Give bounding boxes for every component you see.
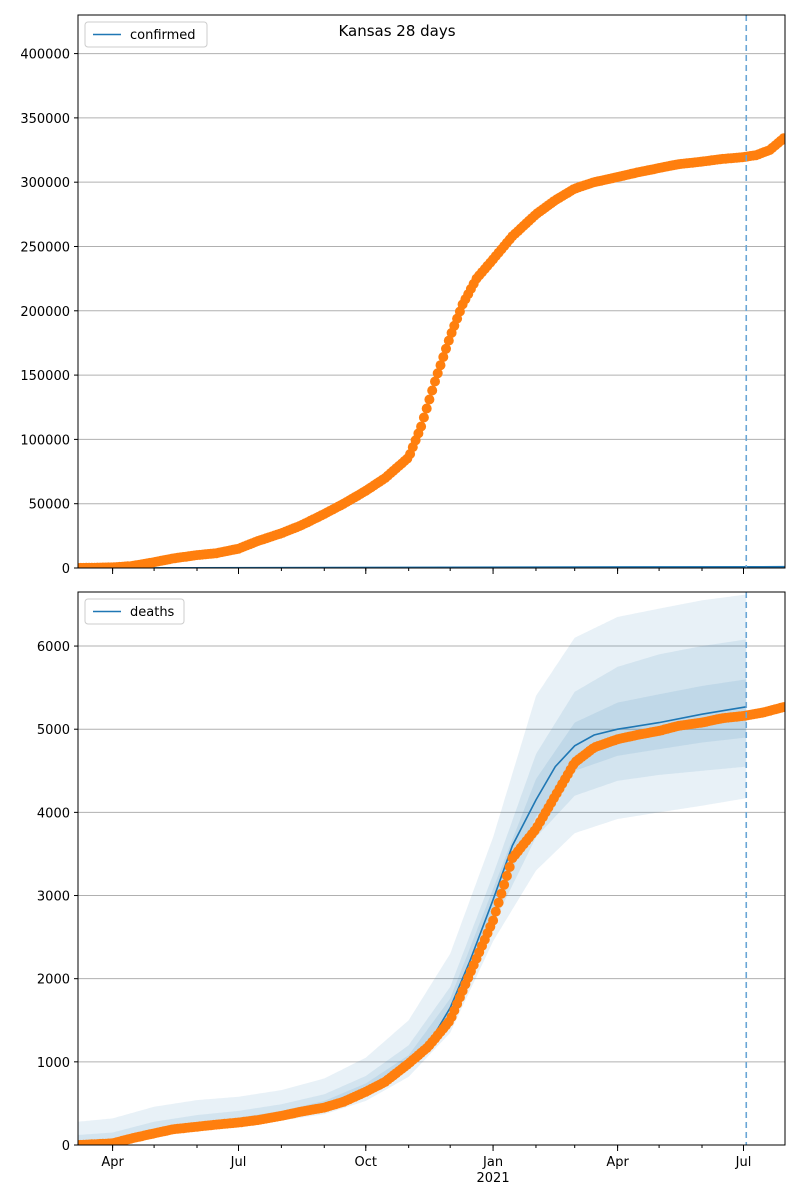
observed-point xyxy=(435,360,446,371)
observed-point xyxy=(490,906,501,917)
observed-point xyxy=(427,385,438,396)
observed-point xyxy=(488,915,499,926)
y-tick-label: 100000 xyxy=(20,433,70,448)
legend-box xyxy=(84,21,208,48)
y-tick-label: 300000 xyxy=(20,176,70,191)
observed-point xyxy=(416,421,427,432)
x-tick-label: Jul xyxy=(735,1155,752,1170)
observed-point xyxy=(438,352,449,362)
deaths-panel: 0 1000 2000 3000 4000 5000 6000 Apr Jul Oct Jan202… xyxy=(37,591,786,1186)
observed-point xyxy=(499,879,510,890)
x-tick-label: Jan xyxy=(482,1155,503,1170)
uncertainty-band-middle xyxy=(78,639,747,1145)
x-tick-label: Apr xyxy=(606,1155,629,1170)
legend-box xyxy=(84,598,185,625)
y-tick-label: 50000 xyxy=(29,498,70,513)
observed-point xyxy=(778,702,785,713)
x-tick-year-label: 2021 xyxy=(477,1171,510,1186)
observed-point xyxy=(421,403,432,414)
y-tick-label: 6000 xyxy=(37,640,70,655)
y-tick-label: 350000 xyxy=(20,112,70,127)
observed-point xyxy=(496,888,507,899)
observed-point xyxy=(441,343,451,354)
plot-area xyxy=(78,133,785,568)
chart-title: Kansas 28 days xyxy=(338,22,455,40)
y-tick-label: 4000 xyxy=(37,806,70,821)
observed-point xyxy=(504,862,515,872)
y-tick-label: 3000 xyxy=(37,890,70,905)
y-tick-label: 400000 xyxy=(20,48,70,63)
y-tick-label: 1000 xyxy=(37,1056,70,1071)
observed-point xyxy=(501,870,512,881)
x-tick-label: Jul xyxy=(230,1155,247,1170)
axes-frame xyxy=(77,591,786,1146)
axes-frame xyxy=(77,14,786,569)
legend: deaths xyxy=(84,598,185,625)
y-tick-label: 2000 xyxy=(37,973,70,988)
x-tick-label: Apr xyxy=(101,1155,124,1170)
observed-point xyxy=(424,394,435,405)
legend-label: confirmed xyxy=(130,28,196,43)
observed-point xyxy=(432,368,443,379)
y-tick-label: 200000 xyxy=(20,305,70,320)
y-tick-label: 5000 xyxy=(37,723,70,738)
legend: confirmed xyxy=(84,21,208,48)
observed-point xyxy=(443,335,454,346)
plot-area xyxy=(78,594,785,1145)
confirmed-panel: 0 50000 100000 150000 200000 250000 300000 3500… xyxy=(20,14,786,577)
observed-point xyxy=(430,376,440,387)
observed-point xyxy=(418,412,429,423)
legend-label: deaths xyxy=(130,605,175,620)
observed-point xyxy=(778,133,785,144)
y-tick-label: 150000 xyxy=(20,369,70,384)
x-tick-label: Oct xyxy=(355,1155,377,1170)
uncertainty-band-inner xyxy=(78,679,747,1144)
observed-point xyxy=(493,897,504,908)
y-tick-label: 0 xyxy=(62,1139,70,1154)
uncertainty-band-outer xyxy=(78,594,747,1145)
y-tick-label: 0 xyxy=(62,562,70,577)
y-tick-label: 250000 xyxy=(20,240,70,255)
